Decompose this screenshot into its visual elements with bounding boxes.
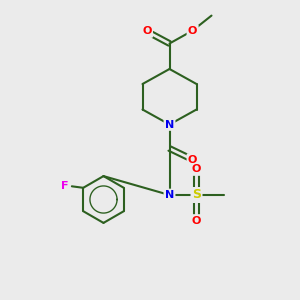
Text: O: O [192,215,201,226]
Text: N: N [165,190,174,200]
Text: S: S [192,188,201,202]
Text: F: F [61,181,69,191]
Text: O: O [188,26,197,36]
Text: O: O [188,154,197,165]
Text: N: N [165,119,174,130]
Text: O: O [192,164,201,175]
Text: O: O [142,26,152,37]
